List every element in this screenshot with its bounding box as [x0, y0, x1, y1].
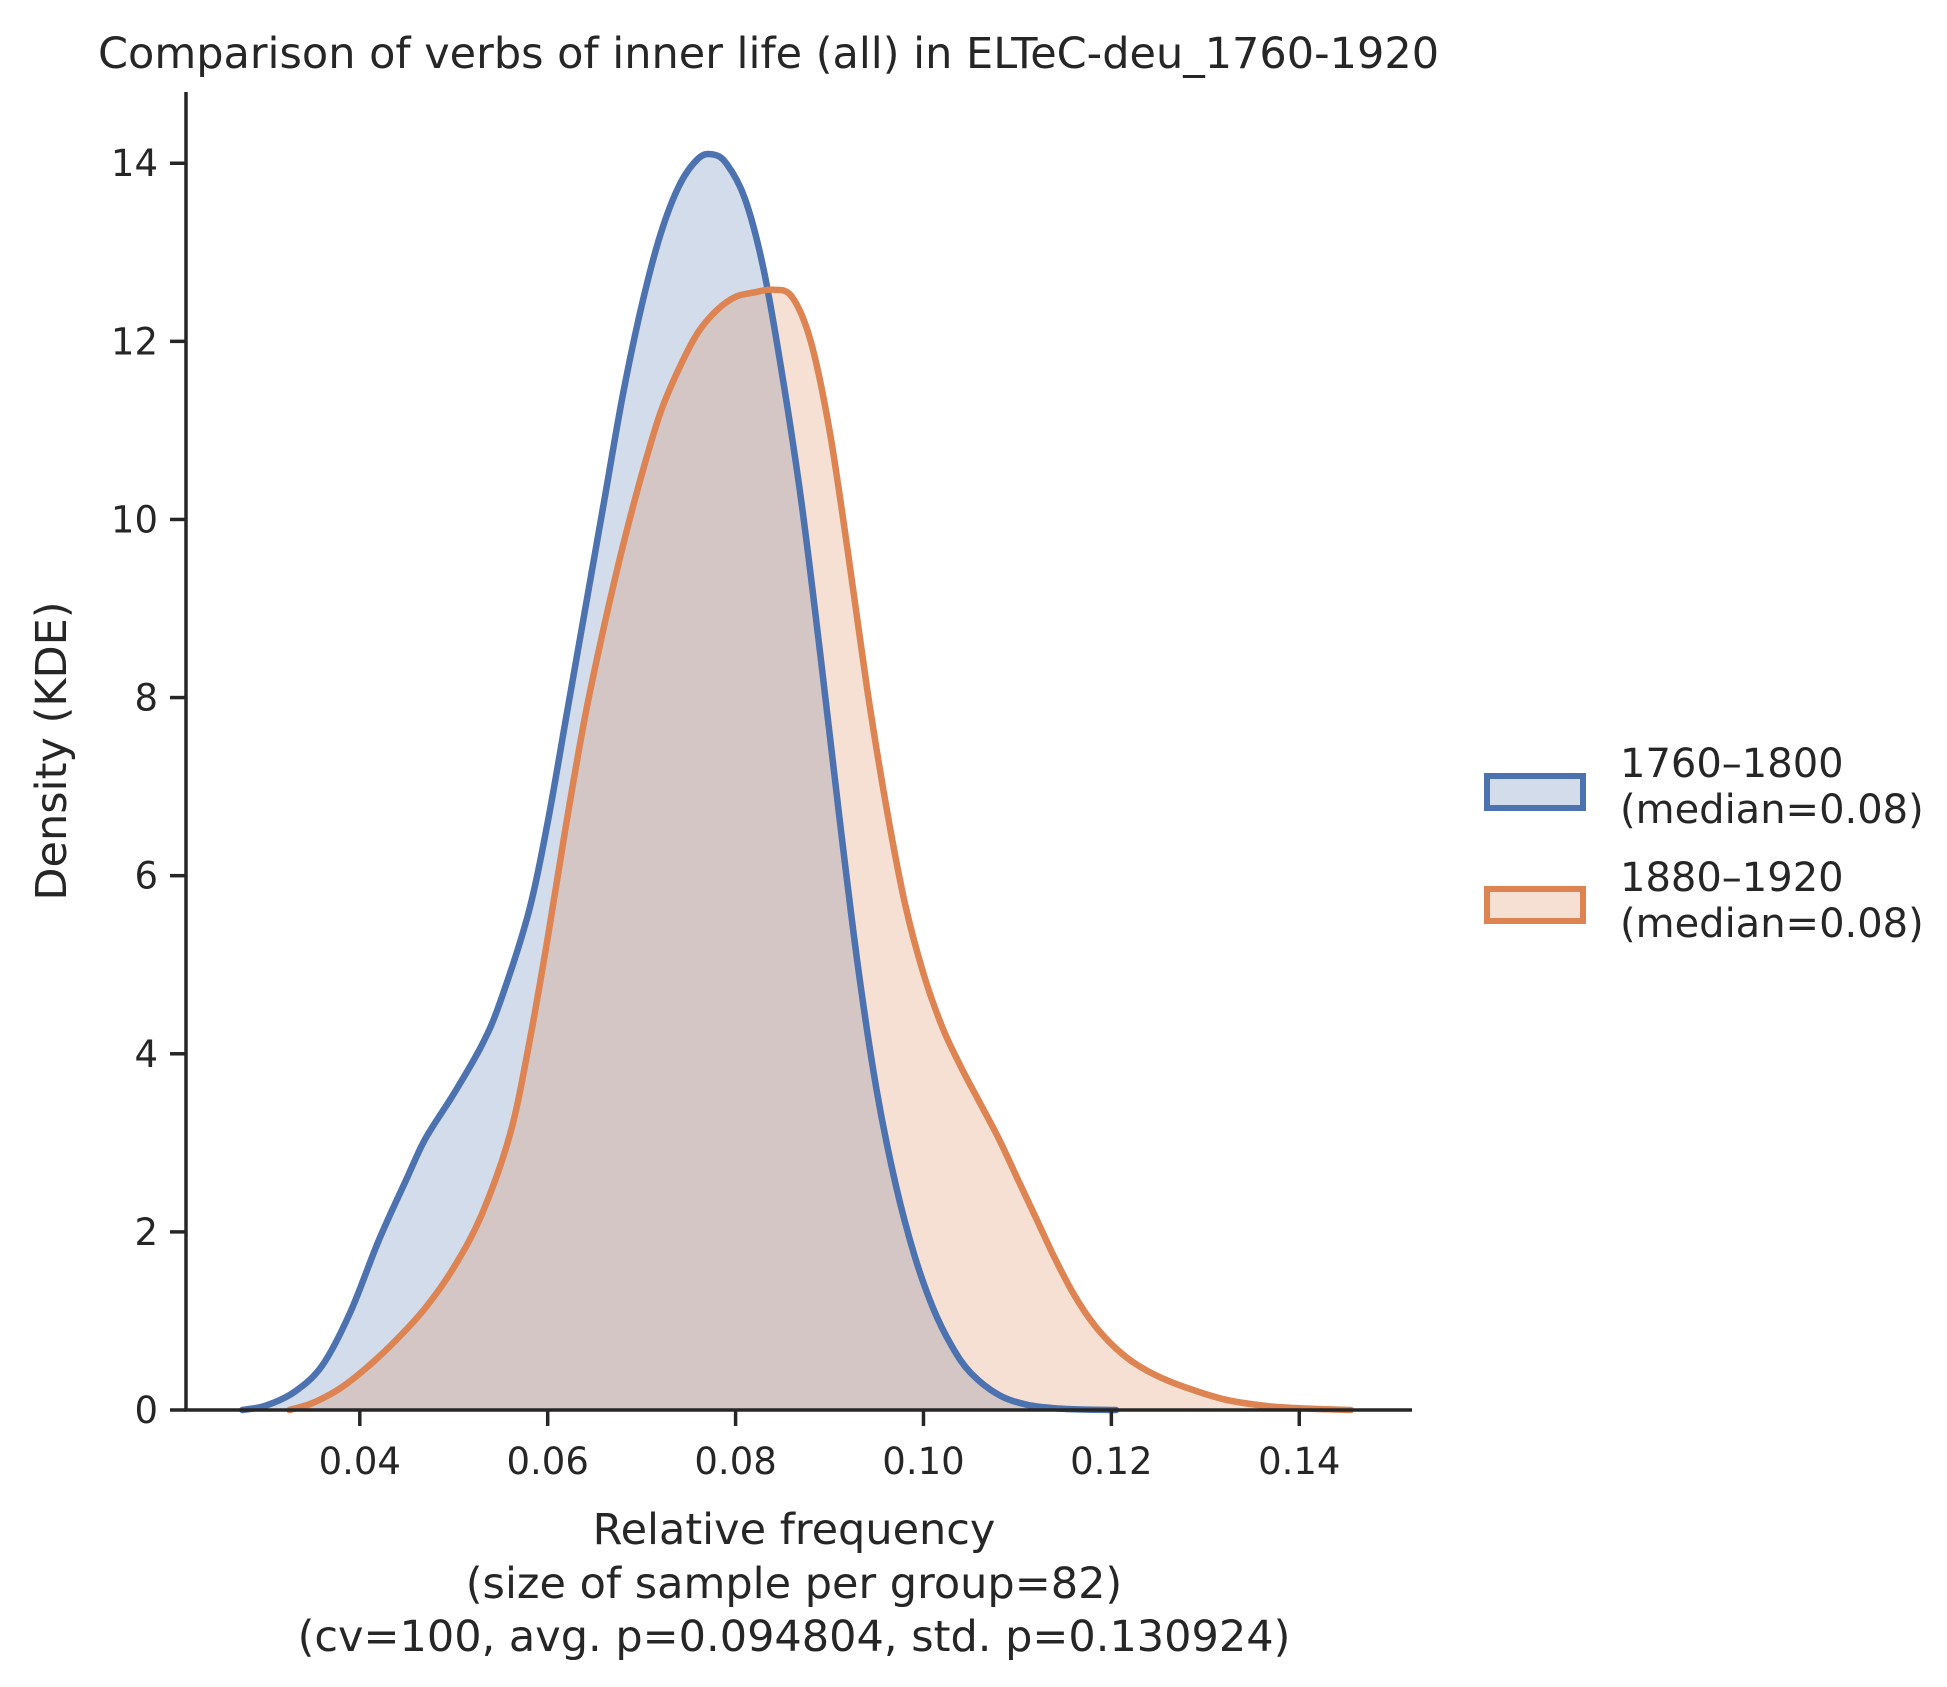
y-tick-label: 0 — [134, 1389, 158, 1432]
legend-swatch-1880-1920 — [1484, 886, 1586, 924]
legend: 1760–1800 (median=0.08) 1880–1920 (media… — [1484, 741, 1924, 947]
y-axis-ticks: 0 2 4 6 8 10 12 14 — [111, 142, 186, 1432]
density-fill-1880-1920 — [289, 289, 1351, 1411]
y-tick-label: 2 — [134, 1211, 158, 1254]
x-tick-label: 0.14 — [1258, 1440, 1340, 1483]
y-tick-label: 10 — [111, 498, 158, 541]
density-line-1760-1800 — [239, 150, 1120, 1414]
x-tick-label: 0.04 — [319, 1440, 401, 1483]
legend-swatch-1760-1800 — [1484, 773, 1586, 811]
x-tick-label: 0.10 — [882, 1440, 964, 1483]
y-tick-label: 8 — [134, 677, 158, 720]
y-tick-label: 4 — [134, 1033, 158, 1076]
x-axis-title-line-1: Relative frequency — [593, 1505, 996, 1555]
density-fill-1760-1800 — [242, 153, 1117, 1410]
x-axis-title-line-2: (size of sample per group=82) — [466, 1559, 1122, 1609]
y-tick-label: 14 — [111, 142, 158, 185]
legend-label-1880-1920: 1880–1920 — [1620, 855, 1844, 901]
legend-sublabel-1880-1920: (median=0.08) — [1620, 901, 1924, 947]
y-tick-label: 12 — [111, 320, 158, 363]
legend-sublabel-1760-1800: (median=0.08) — [1620, 787, 1924, 833]
density-line-1880-1920 — [286, 286, 1355, 1414]
x-axis-ticks: 0.04 0.06 0.08 0.10 0.12 0.14 — [319, 1410, 1340, 1483]
x-tick-label: 0.12 — [1070, 1440, 1152, 1483]
plot-area — [239, 150, 1355, 1414]
x-tick-label: 0.08 — [694, 1440, 776, 1483]
legend-label-1760-1800: 1760–1800 — [1620, 741, 1844, 787]
y-axis-title: Density (KDE) — [27, 601, 77, 900]
y-tick-label: 6 — [134, 855, 158, 898]
x-axis-title-line-3: (cv=100, avg. p=0.094804, std. p=0.13092… — [298, 1612, 1291, 1662]
chart-title: Comparison of verbs of inner life (all) … — [98, 29, 1439, 79]
x-tick-label: 0.06 — [506, 1440, 588, 1483]
